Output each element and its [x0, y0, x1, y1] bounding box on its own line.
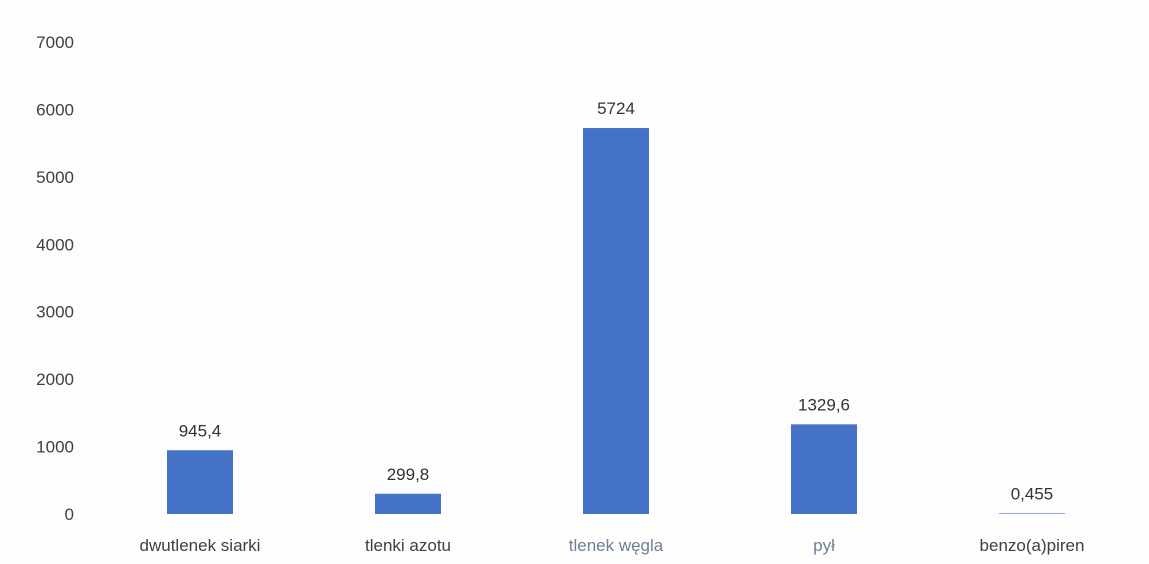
y-tick-label: 3000 — [36, 303, 74, 322]
y-axis: 0 1000 2000 3000 4000 5000 6000 7000 — [36, 33, 74, 524]
y-tick-label: 4000 — [36, 235, 74, 254]
x-axis: dwutlenek siarki tlenki azotu tlenek węgla… — [140, 536, 1085, 555]
data-label: 5724 — [597, 99, 635, 118]
data-labels: 945,4 299,8 5724 1329,6 0,455 — [179, 99, 1054, 503]
bar — [583, 128, 649, 514]
bars — [167, 128, 1065, 514]
y-tick-label: 6000 — [36, 100, 74, 119]
bar — [375, 493, 441, 514]
data-label: 0,455 — [1011, 484, 1054, 503]
data-label: 299,8 — [387, 465, 430, 484]
category-label: benzo(a)piren — [980, 536, 1085, 555]
category-label: tlenki azotu — [365, 536, 451, 555]
y-tick-label: 7000 — [36, 33, 74, 52]
bar — [791, 424, 857, 514]
y-tick-label: 2000 — [36, 370, 74, 389]
category-label: dwutlenek siarki — [140, 536, 261, 555]
y-tick-label: 5000 — [36, 168, 74, 187]
bar — [999, 513, 1065, 514]
y-tick-label: 0 — [65, 505, 74, 524]
bar — [167, 450, 233, 514]
category-label: tlenek węgla — [569, 536, 664, 555]
data-label: 945,4 — [179, 421, 222, 440]
data-label: 1329,6 — [798, 395, 850, 414]
category-label: pył — [813, 536, 835, 555]
y-tick-label: 1000 — [36, 438, 74, 457]
